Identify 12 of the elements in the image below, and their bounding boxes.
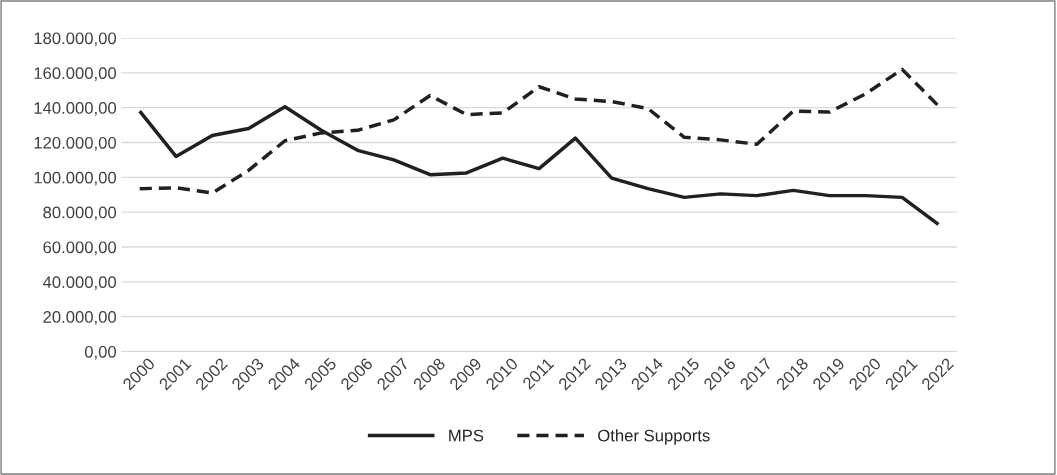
y-tick-label: 20.000,00	[43, 311, 117, 325]
y-tick-label: 80.000,00	[43, 206, 117, 221]
y-tick-label: 160.000,00	[34, 67, 117, 82]
y-tick-label: 180.000,00	[34, 32, 117, 47]
y-tick-label: 140.000,00	[34, 102, 117, 116]
y-tick-label: 40.000,00	[42, 276, 117, 291]
legend-label: MPS	[449, 429, 484, 442]
y-tick-label: 60.000,00	[43, 241, 117, 256]
legend-label: Other Supports	[598, 429, 710, 445]
y-tick-label: 120.000,00	[34, 136, 117, 151]
y-tick-label: 100.000,00	[34, 171, 117, 186]
y-tick-label: 0,00	[84, 345, 117, 360]
